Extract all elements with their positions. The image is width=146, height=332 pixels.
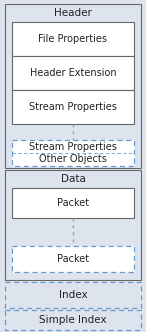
- Bar: [5, 282, 141, 308]
- Text: Header Extension: Header Extension: [30, 68, 116, 78]
- Text: Simple Index: Simple Index: [39, 315, 107, 325]
- Text: Header: Header: [54, 8, 92, 18]
- Text: Packet: Packet: [57, 198, 89, 208]
- Bar: [12, 246, 134, 272]
- Text: Data: Data: [61, 174, 85, 184]
- Bar: [12, 22, 134, 56]
- Text: Index: Index: [59, 290, 87, 300]
- Bar: [12, 90, 134, 124]
- Bar: [5, 4, 141, 168]
- Bar: [12, 188, 134, 218]
- Bar: [12, 56, 134, 90]
- Bar: [5, 310, 141, 330]
- Text: Stream Properties: Stream Properties: [29, 102, 117, 112]
- Text: File Properties: File Properties: [39, 34, 107, 44]
- Text: Stream Properties: Stream Properties: [29, 141, 117, 151]
- Bar: [12, 140, 134, 166]
- Text: Packet: Packet: [57, 254, 89, 264]
- Bar: [5, 170, 141, 280]
- Text: Other Objects: Other Objects: [39, 154, 107, 164]
